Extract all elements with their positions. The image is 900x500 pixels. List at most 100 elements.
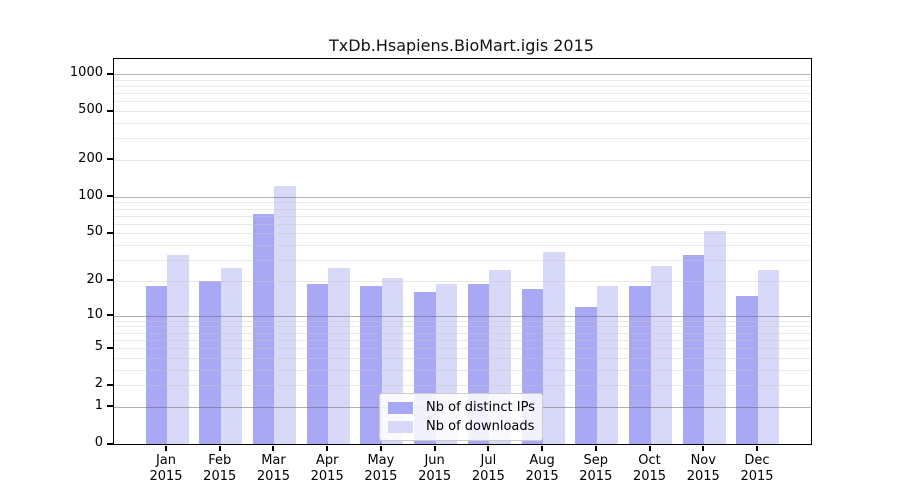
- bar-distinct-ips-sep: [575, 306, 597, 444]
- x-axis-tick-label: Jul 2015: [471, 453, 505, 484]
- y-axis-tick-label: 2: [94, 376, 103, 392]
- bar-downloads-mar: [274, 185, 296, 444]
- gridline-minor: [114, 159, 811, 161]
- x-axis-tick-label: May 2015: [364, 453, 398, 484]
- bar-downloads-aug: [543, 252, 565, 444]
- x-axis-tick: [165, 446, 167, 451]
- y-axis-tick: [107, 158, 113, 161]
- gridline-minor: [114, 320, 811, 322]
- gridline-major: [114, 315, 811, 317]
- bar-distinct-ips-may: [360, 286, 382, 444]
- gridline-minor: [114, 348, 811, 350]
- y-axis-tick: [107, 72, 113, 75]
- gridline-minor: [114, 122, 811, 124]
- y-axis-tick-label: 100: [78, 187, 103, 203]
- x-axis-tick: [379, 446, 382, 451]
- bar-distinct-ips-feb: [199, 280, 221, 444]
- y-axis-tick-label: 1: [94, 397, 103, 413]
- y-axis-tick-label: 1000: [69, 65, 103, 80]
- x-axis-tick-label: Apr 2015: [310, 453, 344, 484]
- gridline-minor: [114, 233, 811, 235]
- x-axis-tick: [487, 446, 490, 451]
- plot-area: Nb of distinct IPs Nb of downloads: [113, 58, 812, 445]
- bar-distinct-ips-mar: [252, 213, 275, 444]
- y-axis-tick: [107, 279, 113, 282]
- bar-distinct-ips-apr: [306, 283, 329, 444]
- gridline-minor: [114, 369, 811, 371]
- x-axis-tick-label: Feb 2015: [203, 453, 237, 484]
- y-axis-tick-label: 500: [78, 102, 103, 118]
- gridline-minor: [114, 332, 811, 334]
- x-axis-tick: [755, 446, 758, 451]
- y-axis-tick-label: 200: [78, 150, 103, 166]
- gridline-minor: [114, 93, 811, 95]
- x-axis-tick-label: Dec 2015: [740, 453, 774, 484]
- legend-row-downloads: Nb of downloads: [380, 418, 542, 435]
- bar-downloads-oct: [650, 265, 673, 444]
- bar-downloads-dec: [757, 269, 780, 444]
- x-axis-tick: [272, 446, 275, 451]
- gridline-minor: [114, 208, 811, 210]
- legend-swatch-downloads-icon: [388, 420, 413, 433]
- x-axis-tick: [541, 446, 544, 451]
- gridline-minor: [114, 215, 811, 217]
- legend-row-distinct-ips: Nb of distinct IPs: [380, 399, 542, 416]
- gridline-minor: [114, 245, 811, 247]
- gridline-minor: [114, 260, 811, 262]
- y-axis-tick-label: 10: [86, 306, 103, 322]
- y-axis-tick: [107, 231, 113, 234]
- y-axis-tick: [107, 405, 113, 408]
- gridline-minor: [114, 101, 811, 103]
- x-axis-tick-label: Oct 2015: [632, 453, 667, 484]
- bar-distinct-ips-oct: [629, 286, 651, 444]
- x-axis-tick: [648, 446, 651, 451]
- gridline-minor: [114, 79, 811, 81]
- legend-label-downloads: Nb of downloads: [426, 419, 535, 434]
- legend: Nb of distinct IPs Nb of downloads: [379, 393, 543, 441]
- y-axis-tick-label: 0: [94, 435, 103, 450]
- gridline-minor: [114, 326, 811, 328]
- bar-distinct-ips-jan: [145, 286, 167, 444]
- bar-distinct-ips-nov: [682, 255, 705, 444]
- x-axis-tick-label: Mar 2015: [256, 453, 290, 484]
- y-axis-tick: [107, 346, 113, 349]
- gridline-minor: [114, 202, 811, 204]
- x-axis-tick-label: Aug 2015: [525, 453, 559, 484]
- gridline-minor: [114, 85, 811, 87]
- gridline-minor: [114, 138, 811, 140]
- bar-downloads-jan: [167, 255, 189, 444]
- x-axis-tick-label: Jun 2015: [418, 453, 452, 484]
- x-axis-tick-label: Sep 2015: [579, 453, 613, 484]
- bar-downloads-apr: [328, 267, 350, 444]
- gridline-minor: [114, 280, 811, 282]
- gridline-minor: [114, 357, 811, 359]
- gridline-major: [114, 196, 811, 198]
- y-axis-tick: [107, 109, 113, 112]
- legend-label-distinct-ips: Nb of distinct IPs: [426, 400, 535, 415]
- y-axis-tick: [107, 195, 113, 198]
- y-axis-tick: [107, 442, 113, 445]
- x-axis-tick: [218, 446, 221, 451]
- legend-swatch-distinct-ips-icon: [388, 401, 413, 414]
- gridline-minor: [114, 385, 811, 387]
- x-axis-tick: [326, 446, 329, 451]
- x-axis-tick: [433, 446, 436, 451]
- bar-downloads-nov: [704, 231, 726, 444]
- gridline-major: [114, 74, 811, 75]
- y-axis-tick-label: 20: [86, 271, 103, 287]
- x-axis-tick: [594, 446, 597, 451]
- y-axis-tick: [107, 314, 113, 317]
- bar-downloads-feb: [220, 267, 243, 444]
- y-axis-tick-label: 5: [94, 339, 103, 355]
- x-axis-tick-label: Nov 2015: [686, 453, 720, 484]
- x-axis-tick-label: Jan 2015: [149, 453, 183, 484]
- y-axis-tick: [107, 383, 113, 386]
- gridline-minor: [114, 111, 811, 113]
- y-axis-tick-label: 50: [86, 224, 103, 240]
- chart-title: TxDb.Hsapiens.BioMart.igis 2015: [329, 36, 594, 55]
- x-axis-tick: [702, 446, 705, 451]
- gridline-minor: [114, 339, 811, 341]
- bar-downloads-sep: [596, 286, 619, 444]
- gridline-minor: [114, 223, 811, 225]
